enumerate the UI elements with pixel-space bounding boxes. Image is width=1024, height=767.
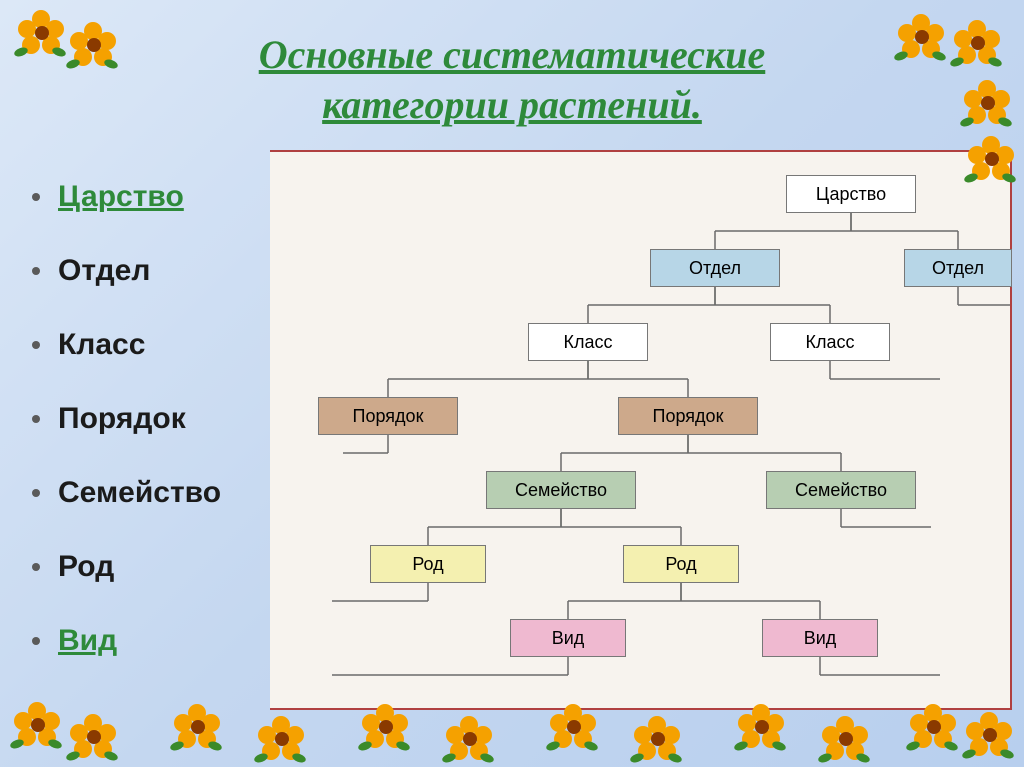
bullet-icon [32,341,40,349]
list-item-label: Отдел [58,254,150,288]
list-item-label: Семейство [58,476,221,510]
tree-node-poryadok2: Порядок [618,397,758,435]
flower-icon [732,702,792,756]
bullet-icon [32,489,40,497]
category-list: Царство Отдел Класс Порядок Семейство Род Вид [32,180,221,698]
flower-icon [892,12,952,66]
list-item-label: Класс [58,328,145,362]
tree-node-klass2: Класс [770,323,890,361]
flower-icon [8,700,68,754]
flower-icon [356,702,416,756]
tree-node-poryadok1: Порядок [318,397,458,435]
flower-icon [544,702,604,756]
flower-icon [904,702,964,756]
bullet-icon [32,267,40,275]
list-item: Класс [32,328,221,362]
flower-icon [12,8,72,62]
tree-node-klass1: Класс [528,323,648,361]
list-item: Вид [32,624,221,658]
page-title: Основные систематические категории расте… [162,30,862,130]
flower-icon [960,710,1020,764]
list-item: Царство [32,180,221,214]
tree-node-semeystvo2: Семейство [766,471,916,509]
list-item: Семейство [32,476,221,510]
flower-icon [948,18,1008,72]
list-item: Род [32,550,221,584]
tree-node-otdel1: Отдел [650,249,780,287]
tree-node-otdel2: Отдел [904,249,1012,287]
list-item-label: Род [58,550,114,584]
flower-icon [252,714,312,767]
list-item-label: Вид [58,624,117,658]
flower-icon [64,20,124,74]
bullet-icon [32,415,40,423]
bullet-icon [32,637,40,645]
flower-icon [64,712,124,766]
flower-icon [962,134,1022,188]
bullet-icon [32,563,40,571]
flower-icon [440,714,500,767]
list-item: Порядок [32,402,221,436]
bullet-icon [32,193,40,201]
tree-node-tsarstvo: Царство [786,175,916,213]
tree-node-semeystvo1: Семейство [486,471,636,509]
flower-icon [816,714,876,767]
tree-node-rod2: Род [623,545,739,583]
flower-icon [168,702,228,756]
list-item-label: Порядок [58,402,186,436]
flower-icon [628,714,688,767]
tree-node-rod1: Род [370,545,486,583]
flower-icon [958,78,1018,132]
tree-node-vid2: Вид [762,619,878,657]
tree-node-vid1: Вид [510,619,626,657]
list-item: Отдел [32,254,221,288]
hierarchy-diagram: ЦарствоОтделОтделКлассКлассПорядокПорядо… [270,150,1012,710]
list-item-label: Царство [58,180,184,214]
